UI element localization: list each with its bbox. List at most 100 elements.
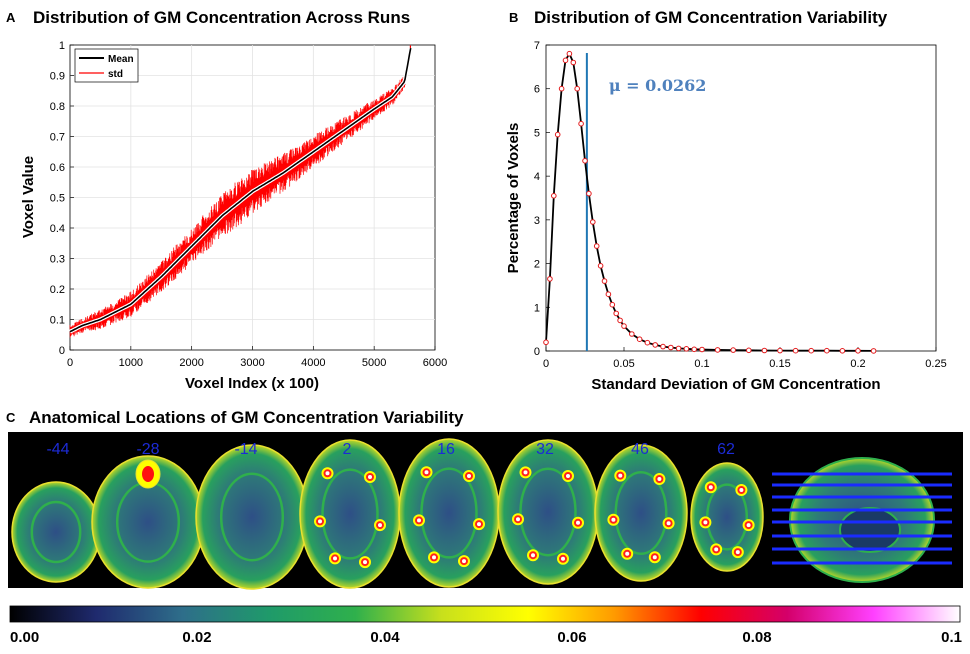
panel-a: A Distribution of GM Concentration Acros… [6,8,447,392]
hotspot-core [611,517,616,522]
data-point [551,193,557,199]
hotspot-core [618,473,623,478]
x-tick-label: 1000 [119,357,143,369]
hotspot-core [378,523,382,528]
data-point [586,190,592,197]
hotspot-core [424,470,429,475]
hotspot-core [531,553,535,558]
hotspot-core [708,485,713,490]
data-point [582,158,588,164]
data-point [601,278,608,284]
y-tick-label: 0.9 [50,71,65,83]
hotspot-core [576,520,580,525]
data-point [570,59,577,66]
data-point [699,346,705,353]
slice-shape [398,438,500,588]
y-tick-label: 6 [534,84,540,96]
hotspot-core [368,475,372,479]
y-tick-label: 0.3 [50,254,65,266]
slice-label: 16 [437,441,455,458]
panel-a-x-ticks: 0 1000 2000 3000 4000 5000 6000 [67,346,447,369]
colorbar-tick-label: 0.08 [742,629,771,646]
data-point [777,347,783,354]
hotspot-core [417,518,421,523]
x-tick-label: 0.2 [850,358,865,370]
slice-shape [594,444,688,582]
data-point [547,276,553,282]
mean-series-line [69,47,412,333]
panel-b-mean-marker: μ = 0.0262 [585,53,707,351]
y-tick-label: 1 [534,302,540,314]
y-tick-label: 0.1 [50,315,65,327]
slice-inner-ring [219,472,285,562]
x-tick-label: 0 [543,358,549,370]
slice-label: 32 [536,441,554,458]
panel-a-series [69,47,413,334]
x-tick-label: 0 [67,357,73,369]
panel-a-y-ticks: 0 0.1 0.2 0.3 0.4 0.5 0.6 0.7 0.8 0.9 1 [50,40,74,357]
data-point [761,347,768,354]
colorbar-tick-label: 0.1 [941,629,962,646]
hotspot-core [467,474,471,478]
slice-label: 46 [631,441,649,458]
data-point [554,131,561,138]
hotspot-core [142,466,154,482]
hotspot-core [735,550,740,555]
brain-slices: -44 -28 -14 2 16 32 46 62 [11,438,764,590]
data-point [609,301,616,308]
data-point [746,347,752,354]
panel-a-ylabel: Voxel Value [20,156,37,238]
hotspot-core [363,560,367,565]
hotspot-core [714,547,719,552]
legend-std-label: std [108,69,123,80]
slice-inner-ring [321,468,379,560]
slice-label: 2 [343,441,352,458]
slice-label: -28 [136,441,159,458]
data-point [566,50,573,57]
slice-inner-ring [420,467,478,559]
brain-slice: 16 [398,438,500,588]
y-tick-label: 5 [534,127,540,139]
hotspot-core [477,522,481,527]
hotspot-core [625,551,630,556]
brain-slice: 2 [299,439,401,589]
data-point [824,347,830,354]
colorbar-tick-label: 0.00 [10,629,39,646]
mean-label: μ = 0.0262 [609,76,707,95]
data-point [558,85,565,92]
hotspot-core [462,559,466,564]
panel-c-title: Anatomical Locations of GM Concentration… [29,408,464,427]
data-point [870,348,877,354]
colorbar-tick-label: 0.04 [370,629,400,646]
slice-shape [690,462,764,572]
data-point [613,310,620,317]
y-tick-label: 0.2 [50,284,65,296]
hotspot-core [746,523,751,528]
panel-a-title: Distribution of GM Concentration Across … [33,8,410,27]
panel-c-letter: C [6,410,16,425]
hotspot-core [523,470,528,475]
brain-slice: -28 [91,441,205,589]
brain-slice: -14 [195,441,309,590]
data-point [730,347,737,353]
legend-box [74,48,139,83]
slice-shape [299,439,401,589]
slice-label: -14 [234,441,257,458]
slice-label: -44 [46,441,69,458]
x-tick-label: 0.05 [613,358,634,370]
panel-b-letter: B [509,10,518,25]
legend-mean-label: Mean [108,54,134,65]
hotspot-core [318,519,322,524]
data-point [574,85,581,92]
panel-b-plot-area [545,44,937,352]
data-point [668,344,674,351]
hotspot-core [566,474,570,478]
y-tick-label: 1 [59,40,65,52]
hotspot-core [516,517,520,522]
x-tick-label: 3000 [240,357,264,369]
data-point [808,347,815,354]
x-tick-label: 2000 [179,357,203,369]
panel-a-xlabel: Voxel Index (x 100) [185,375,319,392]
slice-inner-ring [30,500,82,564]
